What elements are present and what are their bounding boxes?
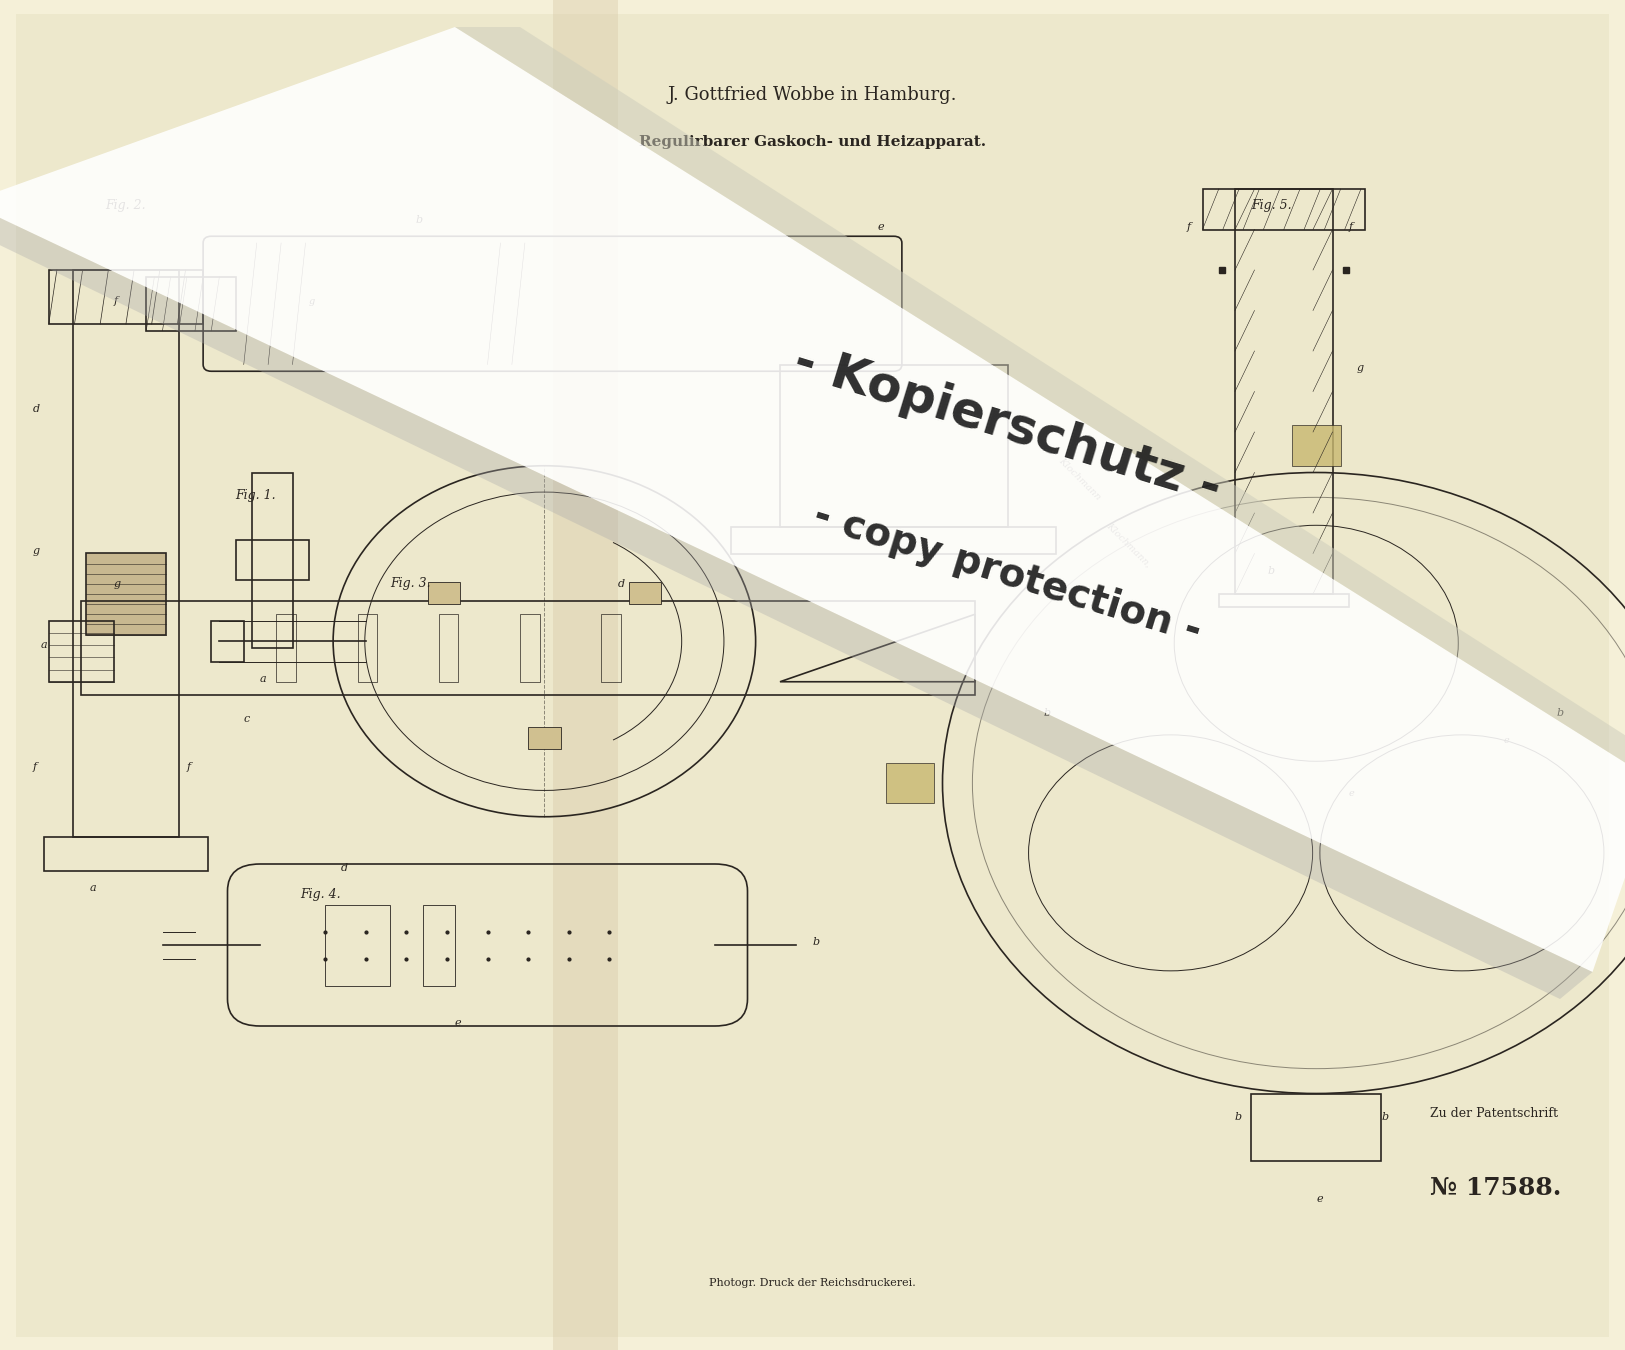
Text: e: e — [1316, 1193, 1323, 1203]
Polygon shape — [0, 27, 1625, 972]
Bar — [886, 763, 934, 803]
Text: d: d — [341, 863, 348, 872]
Bar — [427, 582, 460, 603]
Polygon shape — [455, 27, 1625, 783]
Bar — [276, 614, 296, 682]
Text: Klochmann,: Klochmann, — [1105, 521, 1152, 568]
Text: g: g — [1357, 363, 1363, 373]
Bar — [86, 554, 166, 634]
Bar — [49, 621, 114, 682]
Text: Regulirbarer Gaskoch- und Heizapparat.: Regulirbarer Gaskoch- und Heizapparat. — [639, 135, 986, 148]
Bar — [146, 277, 236, 331]
Text: b: b — [1381, 1112, 1388, 1122]
Text: b: b — [1043, 707, 1050, 717]
Text: № 17588.: № 17588. — [1430, 1176, 1562, 1200]
Text: g: g — [309, 297, 315, 305]
Text: c: c — [244, 714, 250, 724]
Bar — [528, 726, 561, 748]
Bar — [439, 614, 458, 682]
Text: Fig. 4.: Fig. 4. — [301, 888, 341, 900]
Bar — [1235, 189, 1332, 594]
Bar — [780, 364, 1008, 526]
Bar — [44, 837, 208, 871]
Bar — [358, 614, 377, 682]
Bar — [49, 270, 203, 324]
Text: Fig. 5.: Fig. 5. — [1251, 200, 1292, 212]
Text: Fig. 3.: Fig. 3. — [390, 578, 431, 590]
Bar — [1251, 1094, 1381, 1161]
Text: b: b — [1268, 566, 1274, 575]
FancyBboxPatch shape — [16, 14, 1609, 1336]
Text: f: f — [114, 296, 119, 305]
Bar — [552, 0, 618, 1350]
Text: b: b — [1557, 707, 1563, 717]
Text: a: a — [260, 674, 266, 683]
Polygon shape — [0, 202, 1592, 999]
Text: f: f — [1186, 221, 1191, 231]
Bar — [236, 540, 309, 580]
Text: g: g — [114, 579, 120, 589]
Bar — [601, 614, 621, 682]
Text: g: g — [32, 545, 39, 555]
Text: d: d — [32, 404, 39, 413]
Text: Klochmann: Klochmann — [1056, 456, 1102, 501]
Text: d: d — [618, 579, 624, 589]
Text: f: f — [32, 761, 37, 771]
Text: e: e — [878, 221, 884, 231]
Text: e: e — [1349, 790, 1355, 798]
Bar — [325, 904, 390, 985]
Bar — [1292, 425, 1341, 466]
Bar — [211, 621, 244, 662]
Text: - Kopierschutz -: - Kopierschutz - — [788, 338, 1227, 513]
Bar — [1202, 189, 1365, 230]
Text: f: f — [187, 761, 192, 771]
Bar — [629, 582, 661, 603]
Bar — [1219, 594, 1349, 608]
Text: J. Gottfried Wobbe in Hamburg.: J. Gottfried Wobbe in Hamburg. — [668, 85, 957, 104]
Text: Zu der Patentschrift: Zu der Patentschrift — [1430, 1107, 1558, 1120]
Text: Fig. 2.: Fig. 2. — [106, 200, 146, 212]
Text: Fig. 1.: Fig. 1. — [236, 490, 276, 502]
Bar — [731, 526, 1056, 554]
Text: e: e — [1503, 736, 1510, 744]
Bar — [520, 614, 540, 682]
Bar — [81, 601, 975, 695]
Text: e: e — [455, 1018, 462, 1027]
Text: a: a — [89, 883, 96, 892]
Text: a: a — [41, 640, 47, 649]
Text: b: b — [812, 937, 819, 946]
Bar — [422, 904, 455, 985]
Text: b: b — [1235, 1112, 1242, 1122]
Text: b: b — [416, 215, 422, 224]
Text: - copy protection -: - copy protection - — [809, 497, 1206, 651]
Text: f: f — [1349, 221, 1354, 231]
Bar — [73, 270, 179, 837]
Text: Photogr. Druck der Reichsdruckerei.: Photogr. Druck der Reichsdruckerei. — [708, 1277, 916, 1288]
Bar — [252, 472, 292, 648]
